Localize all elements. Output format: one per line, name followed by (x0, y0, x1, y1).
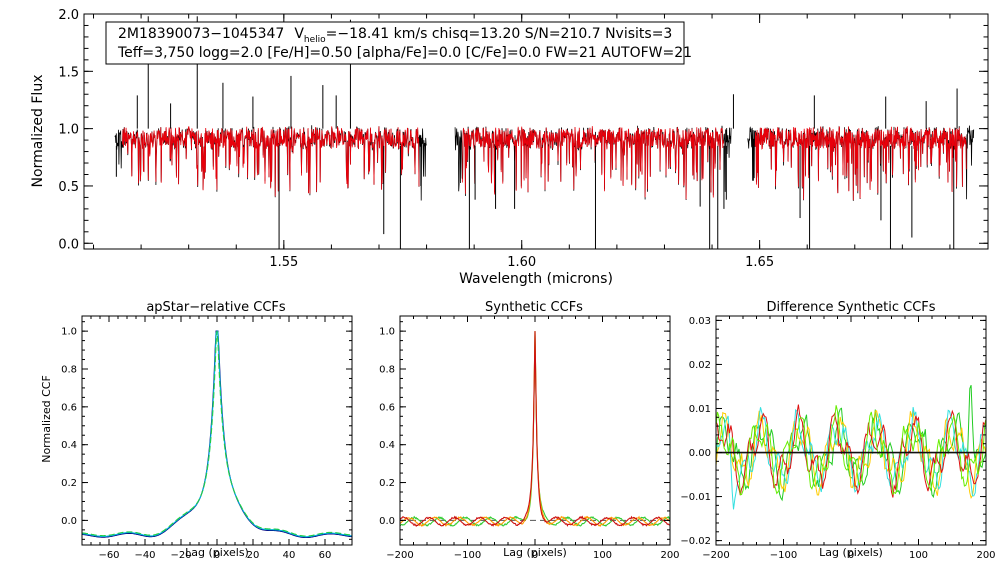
x-tick-label: 0 (214, 550, 220, 561)
y-tick-label: 0.2 (61, 478, 77, 489)
x-tick-label: −20 (170, 550, 191, 561)
y-tick-label: −0.02 (680, 536, 711, 547)
x-tick-label: −200 (702, 550, 729, 561)
y-tick-label: 0.6 (379, 402, 395, 413)
info-box: 2M18390073−1045347 Vhelio=−18.41 km/s chi… (105, 21, 692, 65)
x-tick-label: 0 (848, 550, 854, 561)
info-line-2: Teff=3,750 logg=2.0 [Fe/H]=0.50 [alpha/F… (117, 45, 692, 61)
synthetic-ccf-panel: Synthetic CCFs −200 −100 0 100 200 0.0 0.2 0.4 0… (379, 300, 679, 561)
difference-ccf-panel: Difference Synthetic CCFs −200 −100 0 100 20… (680, 300, 995, 561)
x-tick-label: 200 (976, 550, 995, 561)
info-v-value: =−18.41 km/s chisq=13.20 S/N=210.7 Nvisi… (326, 26, 673, 42)
info-line-1: 2M18390073−1045347 Vhelio=−18.41 km/s chi… (118, 26, 672, 45)
y-tick-label: −0.01 (680, 492, 711, 503)
difference-ccf-traces (715, 385, 987, 510)
y-tick-label: 0.03 (689, 316, 711, 327)
y-tick-label: 0.4 (379, 440, 395, 451)
apstar-ccf-ylabel: Normalized CCF (40, 375, 53, 463)
x-tick-label: 60 (319, 550, 332, 561)
y-tick-label: 0.6 (61, 402, 77, 413)
apstar-ccf-title: apStar−relative CCFs (146, 300, 286, 315)
synthetic-ccf-visit-3 (399, 331, 671, 528)
info-star-id: 2M18390073−1045347 (118, 26, 284, 42)
apstar-ccf-visit-3 (81, 331, 353, 537)
synthetic-ccf-traces (399, 331, 671, 528)
y-tick-label: 0.0 (61, 516, 77, 527)
y-tick-label: 0.4 (61, 440, 77, 451)
spectrum-ticks: 1.55 1.60 1.65 0.0 0.5 1.0 1.5 2.0 (58, 8, 988, 270)
x-tick-label: −200 (386, 550, 413, 561)
info-box-frame (105, 21, 685, 65)
y-tick-label: 1.5 (58, 65, 79, 80)
synthetic-ccf-ticks: −200 −100 0 100 200 0.0 0.2 0.4 0.6 0.8 1.0 (379, 316, 680, 561)
y-tick-label: 0.2 (379, 478, 395, 489)
y-tick-label: 1.0 (58, 123, 79, 138)
x-tick-label: −40 (134, 550, 155, 561)
apstar-ccf-traces (81, 330, 353, 539)
x-tick-label: 100 (593, 550, 612, 561)
synthetic-ccf-xlabel: Lag (pixels) (503, 546, 567, 559)
apstar-ccf-ticks: −60 −40 −20 0 20 40 60 0.0 0.2 0.4 0.6 0.8 1.0 (61, 316, 353, 561)
y-tick-label: 0.01 (689, 404, 711, 415)
x-tick-label: 100 (909, 550, 928, 561)
apstar-ccf-panel: apStar−relative CCFs −60 −40 −20 0 20 40 60 0.0… (40, 300, 353, 561)
y-tick-label: 0.00 (689, 448, 711, 459)
y-tick-label: 0.8 (61, 364, 77, 375)
apstar-ccf-xlabel: Lag (pixels) (185, 546, 249, 559)
y-tick-label: 0.5 (58, 180, 79, 195)
x-tick-label: −100 (770, 550, 797, 561)
y-tick-label: 0.8 (379, 364, 395, 375)
x-tick-label: 20 (247, 550, 260, 561)
x-tick-label: 40 (283, 550, 296, 561)
y-tick-label: 2.0 (58, 8, 79, 23)
difference-ccf-visit-3 (715, 407, 987, 510)
difference-ccf-title: Difference Synthetic CCFs (766, 300, 935, 315)
apstar-ccf-visit-1 (81, 330, 352, 539)
x-tick-label: 200 (660, 550, 679, 561)
difference-ccf-visit-1 (715, 385, 987, 502)
difference-ccf-visit-2 (715, 408, 987, 499)
apstar-ccf-visit-2 (81, 330, 353, 538)
synthetic-ccf-title: Synthetic CCFs (485, 300, 583, 315)
x-tick-label: 0 (532, 550, 538, 561)
y-tick-label: 1.0 (61, 327, 77, 338)
spectrum-axes-frame (83, 13, 989, 250)
spectrum-traces (114, 16, 975, 249)
spectrum-ylabel: Normalized Flux (30, 75, 46, 188)
y-tick-label: 0.0 (58, 237, 79, 252)
x-tick-label: 1.65 (745, 255, 774, 270)
y-tick-label: 0.02 (689, 360, 711, 371)
model-spectrum-chip-3 (754, 126, 967, 201)
x-tick-label: −100 (454, 550, 481, 561)
spectrum-xlabel: Wavelength (microns) (459, 271, 613, 287)
difference-ccf-ticks: −200 −100 0 100 200 −0.02 −0.01 0.00 0.01 0.02 0.0… (680, 316, 995, 561)
y-tick-label: 1.0 (379, 327, 395, 338)
info-v-symbol: V (294, 26, 304, 42)
y-tick-label: 0.0 (379, 516, 395, 527)
difference-ccf-visit-5 (715, 405, 987, 496)
x-tick-label: 1.60 (507, 255, 536, 270)
spectrum-panel: 1.55 1.60 1.65 0.0 0.5 1.0 1.5 2.0 Wavelength (… (30, 8, 989, 287)
difference-ccf-xlabel: Lag (pixels) (819, 546, 883, 559)
apstar-ccf-axes-frame (81, 315, 353, 546)
model-spectrum-chip-1 (122, 126, 420, 197)
model-spectrum-chip-2 (462, 126, 724, 200)
x-tick-label: 1.55 (269, 255, 298, 270)
x-tick-label: −60 (98, 550, 119, 561)
info-v-subscript: helio (304, 35, 326, 45)
